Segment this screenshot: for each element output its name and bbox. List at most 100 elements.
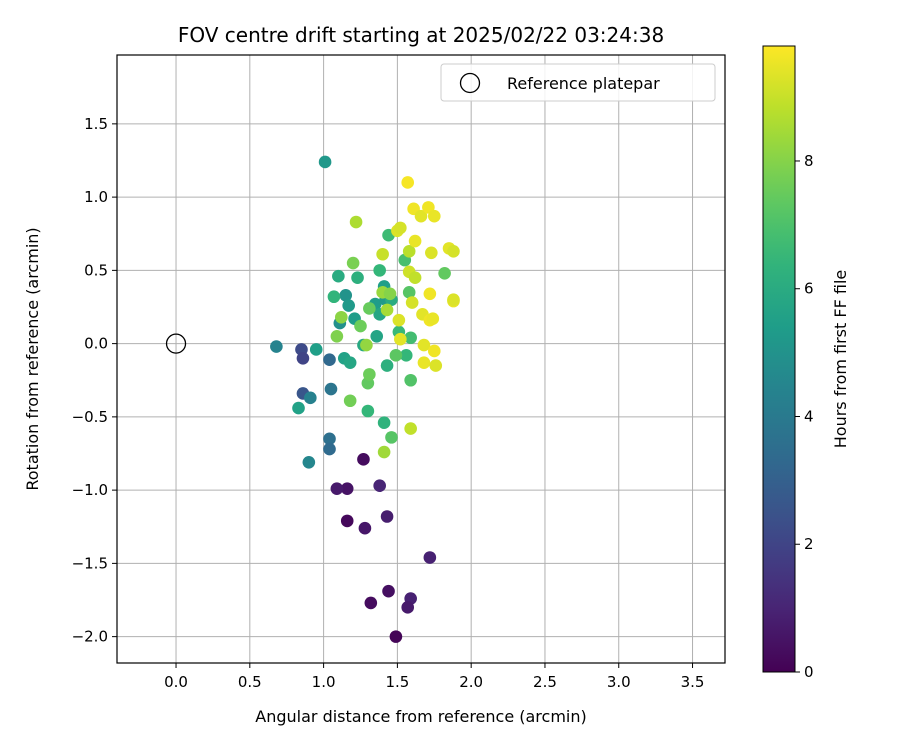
x-tick-label: 2.0 [459, 673, 483, 691]
data-point [270, 340, 283, 353]
data-point [402, 245, 416, 258]
data-point [408, 271, 422, 284]
data-point [394, 221, 407, 235]
data-point [389, 349, 403, 362]
x-axis-ticks: 0.0 0.5 1.0 1.5 2.0 2.5 3.0 3.5 [164, 663, 704, 691]
y-tick-label: 1.5 [84, 115, 108, 133]
colorbar-tick-label: 0 [804, 663, 814, 681]
data-point [323, 432, 336, 446]
data-point [425, 246, 438, 260]
data-point [402, 286, 416, 299]
reference-marker-group [165, 333, 187, 354]
reference-marker [165, 333, 187, 354]
data-point [346, 256, 360, 270]
data-point [380, 359, 394, 372]
x-tick-label: 0.5 [238, 673, 262, 691]
data-point [309, 343, 323, 356]
y-tick-label: 0.5 [84, 261, 108, 279]
data-point [302, 455, 316, 469]
data-point [401, 176, 415, 189]
data-point [427, 209, 441, 223]
data-point [339, 288, 353, 302]
data-point [318, 155, 332, 169]
data-point [357, 453, 370, 466]
data-point [304, 391, 317, 405]
data-point [364, 596, 378, 610]
legend: Reference platepar [440, 63, 716, 102]
data-point [380, 303, 394, 317]
data-point [408, 234, 422, 248]
chart-title: FOV centre drift starting at 2025/02/22 … [178, 23, 664, 47]
data-point [377, 416, 391, 430]
data-point [383, 287, 397, 301]
data-point [349, 215, 363, 229]
data-point [330, 482, 344, 495]
data-point [399, 349, 413, 362]
data-point [405, 296, 419, 309]
data-point [417, 356, 431, 369]
colorbar-tick-label: 6 [804, 280, 814, 298]
colorbar-tick-label: 2 [804, 535, 814, 553]
data-point [370, 329, 384, 343]
data-point [389, 630, 403, 643]
data-point [417, 338, 431, 352]
data-point [401, 601, 415, 614]
data-point [354, 319, 367, 333]
data-point [380, 510, 394, 523]
data-point [327, 290, 341, 304]
data-points [270, 155, 460, 643]
data-point [363, 302, 376, 315]
data-point [358, 521, 372, 535]
x-tick-label: 1.5 [385, 673, 409, 691]
data-point [376, 247, 389, 261]
plot-frame [116, 54, 726, 664]
data-point [343, 394, 357, 408]
data-point [447, 245, 460, 258]
data-point [427, 344, 441, 358]
data-point [438, 266, 451, 280]
data-point [423, 287, 437, 301]
data-point [351, 271, 364, 284]
x-tick-label: 1.0 [312, 673, 336, 691]
data-point [404, 373, 417, 387]
data-point [404, 422, 417, 435]
data-point [385, 431, 398, 444]
y-tick-label: −2.0 [72, 628, 108, 646]
y-tick-label: 1.0 [84, 188, 108, 206]
x-axis-label: Angular distance from reference (arcmin) [255, 707, 586, 726]
y-tick-label: 0.0 [84, 335, 108, 353]
x-tick-label: 3.0 [607, 673, 631, 691]
data-point [323, 353, 336, 367]
colorbar-tick-label: 4 [804, 407, 814, 425]
colorbar [762, 45, 796, 673]
data-point [343, 356, 357, 369]
data-point [360, 338, 373, 352]
data-point [296, 351, 310, 365]
y-axis-ticks: −2.0 −1.5 −1.0 −0.5 0.0 0.5 1.0 1.5 [72, 115, 117, 646]
legend-marker [459, 72, 481, 94]
y-tick-label: −1.5 [72, 554, 108, 572]
data-point [373, 264, 386, 277]
data-point [323, 442, 336, 456]
data-point [340, 482, 354, 495]
data-point [342, 299, 355, 312]
data-point [382, 584, 395, 598]
x-tick-label: 3.5 [681, 673, 705, 691]
x-tick-label: 0.0 [164, 673, 188, 691]
data-point [363, 368, 376, 381]
data-point [335, 310, 348, 324]
data-point [394, 332, 407, 346]
data-point [330, 329, 344, 343]
data-point [292, 401, 305, 415]
data-point [332, 269, 345, 283]
data-point [429, 359, 443, 372]
data-point [404, 331, 417, 345]
data-point [373, 479, 386, 493]
data-point [414, 209, 428, 223]
x-tick-label: 2.5 [533, 673, 557, 691]
colorbar-label: Hours from first FF file [831, 270, 850, 449]
y-tick-label: −1.0 [72, 481, 108, 499]
data-point [392, 313, 406, 327]
